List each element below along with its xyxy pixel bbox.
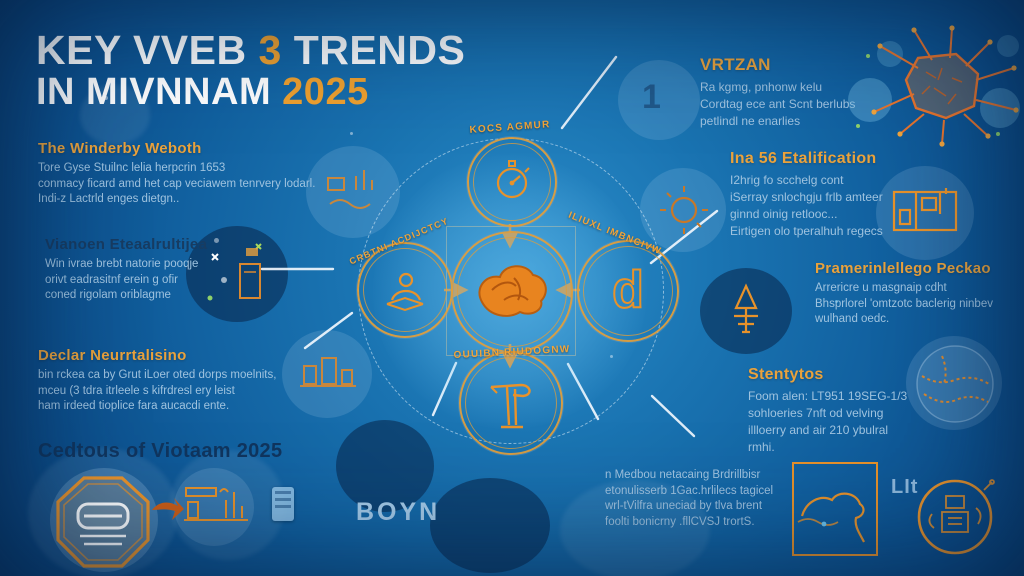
left-block-2: Vianoen Eteaalrultijea Win ivrae brebt n… — [45, 236, 207, 304]
map-frame-icon — [792, 462, 878, 556]
block-line: Indi-z Lactrld enges dietgn.. — [38, 193, 180, 205]
title-year: 2025 — [282, 71, 369, 114]
sparkle-dot — [104, 96, 108, 100]
mini-chart-icon — [327, 170, 373, 209]
bottom-paragraph: n Medbou netacaing Brdrillbisr etonuliss… — [605, 468, 773, 530]
haze-blob — [560, 480, 710, 576]
right-arrow-icon — [152, 498, 184, 520]
block-line: petlindl ne enarlies — [700, 114, 801, 128]
sparkle-dot — [835, 300, 838, 303]
block-line: wrl-tVilfra uneciad by tlva brent — [605, 500, 763, 512]
title-text: IN MIVNNAM — [36, 71, 272, 114]
block-line: conmacy ficard amd het cap veciawem tenr… — [38, 177, 316, 190]
block-heading: Declar Neurrtalisino — [38, 347, 187, 364]
block-line: orivt eadrasitnf erein g ofir — [45, 273, 178, 286]
title-line-1: KEY VVEB 3 TRENDS — [36, 28, 465, 72]
block-line: illloerry and air 210 ybulral — [748, 423, 889, 437]
block-line: bin rckea ca by Grut iLoer oted dorps mo… — [38, 369, 277, 381]
decor-circle — [50, 468, 158, 572]
lit-caption: LIt — [891, 476, 919, 498]
pagoda-rocket-icon — [734, 283, 758, 334]
title-number: 3 — [258, 27, 282, 73]
block-line: n Medbou netacaing Brdrillbisr — [605, 469, 761, 481]
right-block-2: Ina 56 Etalification I2hrig fo scchelg c… — [730, 150, 883, 240]
block-line: Cordtag ece ant Scnt berlubs — [700, 97, 856, 111]
block-line: I2hrig fo scchelg cont — [730, 173, 844, 187]
satellite-inner-ring — [363, 248, 447, 332]
hub-center-inner-ring — [457, 237, 567, 347]
globe-coin-icon — [917, 479, 995, 555]
block-line: etonulisserb 1Gac.hrlilecs tagicel — [605, 484, 774, 497]
block-heading: VRTZAN — [700, 55, 771, 74]
satellite-inner-ring — [473, 143, 551, 221]
decor-circle-dark — [336, 420, 434, 512]
left-block-3: Declar Neurrtalisino bin rckea ca by Gru… — [38, 347, 276, 415]
sparkle-dot — [214, 238, 219, 243]
hub-satellite-right: d — [577, 240, 679, 342]
block-line: Tore Gyse Stuilnc lelia herpcrin 1653 — [38, 162, 226, 174]
page-title: KEY VVEB 3 TRENDS IN MIVNNAM 2025 — [36, 28, 465, 113]
right-block-1: VRTZAN Ra kgmg, pnhonw kelu Cordtag ece … — [700, 55, 855, 130]
satellite-inner-ring — [465, 357, 557, 449]
left-footer-heading: Cedtous of Viotaam 2025 — [38, 440, 283, 462]
boyn-caption: BOYN — [356, 498, 441, 526]
floorplan-icon — [892, 188, 958, 232]
factory-chart-icon — [184, 487, 248, 521]
block-line: Foom alen: LT951 19SEG-1/3 — [748, 389, 908, 403]
right-block-3: Pramerinlellego Peckao Arrericre u masgn… — [815, 260, 993, 328]
title-text: TRENDS — [293, 27, 466, 73]
block-heading: The Winderby Weboth — [38, 140, 202, 157]
haze-blob — [80, 85, 150, 145]
block-line: Arrericre u masgnaip cdht — [815, 282, 947, 294]
decor-circle-dark — [186, 226, 288, 322]
block-line: iSerray snlochgju frlb amteer — [730, 190, 883, 204]
title-text: KEY VVEB — [36, 27, 247, 73]
block-heading: Stentytos — [748, 366, 824, 383]
hub-center-circle — [451, 231, 573, 353]
sparkle-dot — [350, 132, 353, 135]
left-block-1: The Winderby Weboth Tore Gyse Stuilnc le… — [38, 140, 315, 208]
block-line: Eirtigen olo tperalhuh regecs — [730, 224, 883, 238]
block-line: Ra kgmg, pnhonw kelu — [700, 80, 823, 94]
globe-lines-icon — [916, 345, 994, 423]
mini-card-icon — [272, 487, 294, 521]
faint-glyph: 1 — [642, 78, 661, 116]
block-line: Bhsprlorel 'omtzotc baclerig ninbev — [815, 297, 993, 310]
gear-scribble-icon — [660, 186, 708, 234]
satellite-inner-ring — [583, 246, 673, 336]
hub-satellite-left — [357, 242, 453, 338]
block-line: coned rigolam oriblagme — [45, 289, 171, 301]
block-heading: Vianoen Eteaalrultijea — [45, 236, 208, 253]
decor-circle — [282, 330, 372, 418]
block-line: ginnd oinig retlooc... — [730, 207, 838, 221]
right-block-4: Stentytos Foom alen: LT951 19SEG-1/3 soh… — [748, 366, 907, 456]
block-heading: Ina 56 Etalification — [730, 150, 877, 167]
block-line: foolti bonicrny .fllCVSJ trortS. — [605, 515, 755, 528]
decor-circle — [876, 166, 974, 260]
block-line: Win ivrae brebt natorie pooqje — [45, 258, 199, 270]
neuron-network-icon — [848, 25, 1020, 147]
haze-blob — [170, 450, 285, 560]
block-line: wulhand oedc. — [815, 313, 890, 325]
octagon-device-badge-icon — [56, 476, 150, 568]
block-line: sohloeries 7nft od velving — [748, 406, 884, 420]
block-heading: Pramerinlellego Peckao — [815, 260, 991, 277]
decor-circle — [618, 60, 700, 140]
block-line: ham irdeed tioplice fara aucacdi ente. — [38, 400, 230, 412]
buildings-icon — [300, 357, 356, 387]
monitor-sparkle-icon — [207, 243, 262, 301]
block-line: rmhi. — [748, 440, 775, 454]
block-line: mceu (3 tdra itrleele s kifrdresl ery le… — [38, 384, 235, 397]
hub-satellite-bottom — [459, 351, 563, 455]
decor-circle-dark — [430, 478, 550, 573]
haze-blob — [28, 448, 178, 576]
title-line-2: IN MIVNNAM 2025 — [36, 72, 465, 113]
hub-satellite-top — [467, 137, 557, 227]
